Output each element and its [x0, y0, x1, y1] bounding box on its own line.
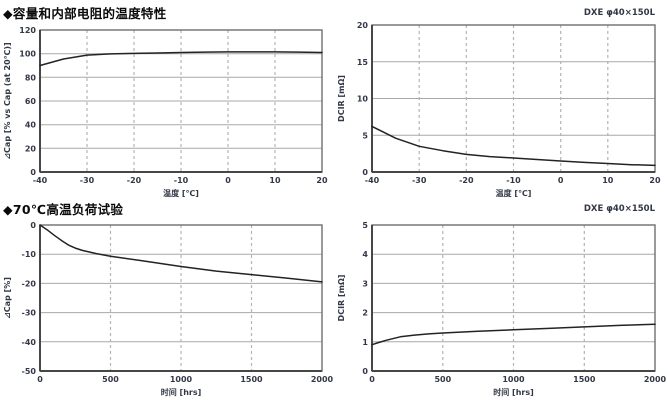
svg-text:5: 5 — [362, 131, 368, 140]
svg-text:20: 20 — [316, 176, 328, 185]
chart-dcir-vs-temperature-canvas: 0 5 10 15 20 -40 -30 -20 -10 0 10 20 温度 [℃] DCIR [mΩ] — [337, 21, 661, 198]
svg-text:0: 0 — [362, 367, 368, 376]
svg-text:时间 [hrs]: 时间 [hrs] — [493, 387, 534, 397]
svg-text:温度 [℃]: 温度 [℃] — [496, 188, 532, 198]
svg-text:DCIR [mΩ]: DCIR [mΩ] — [337, 75, 346, 122]
svg-text:15: 15 — [357, 58, 369, 67]
svg-text:40: 40 — [25, 121, 37, 130]
svg-text:20: 20 — [649, 176, 661, 185]
svg-text:20: 20 — [25, 144, 37, 153]
chart-dcir-vs-time-canvas: 0 1 2 3 4 5 0 500 1000 1500 2000 时间 [hrs] DCIR [mΩ] — [337, 221, 667, 397]
svg-text:DCIR [mΩ]: DCIR [mΩ] — [337, 275, 346, 322]
svg-text:0: 0 — [37, 375, 43, 384]
svg-text:1000: 1000 — [502, 375, 525, 384]
svg-text:500: 500 — [102, 375, 119, 384]
chart-cap-vs-temperature: 0 20 40 60 80 100 120 -40 -30 -20 -10 0 10 20 温度 [℃] ⊿C… — [0, 20, 334, 206]
svg-text:温度 [℃]: 温度 [℃] — [163, 188, 199, 198]
svg-text:60: 60 — [25, 97, 37, 106]
svg-text:20: 20 — [357, 21, 369, 30]
svg-text:10: 10 — [269, 176, 281, 185]
svg-text:1500: 1500 — [240, 375, 263, 384]
svg-text:-20: -20 — [127, 176, 142, 185]
svg-text:-40: -40 — [365, 176, 380, 185]
svg-text:500: 500 — [434, 375, 451, 384]
svg-text:4: 4 — [362, 250, 368, 259]
svg-text:1: 1 — [362, 338, 368, 347]
chart-cap-vs-time: 0 -10 -20 -30 -40 -50 0 500 1000 1500 2000 时间 [hrs]… — [0, 213, 334, 402]
svg-text:0: 0 — [225, 176, 231, 185]
svg-text:0: 0 — [369, 375, 375, 384]
section-title-high-temp-load-test: ◆70℃高温负荷试验 — [3, 202, 124, 217]
svg-text:5: 5 — [362, 221, 368, 230]
svg-text:-30: -30 — [80, 176, 95, 185]
svg-text:-10: -10 — [22, 250, 37, 259]
svg-text:-30: -30 — [22, 309, 37, 318]
svg-text:⊿Cap [% vs Cap (at 20℃)]: ⊿Cap [% vs Cap (at 20℃)] — [3, 42, 12, 159]
svg-text:0: 0 — [558, 176, 564, 185]
chart-dcir-vs-time: 0 1 2 3 4 5 0 500 1000 1500 2000 时间 [hrs] DCIR [mΩ] — [334, 213, 668, 402]
svg-text:2000: 2000 — [311, 375, 334, 384]
svg-text:1000: 1000 — [170, 375, 193, 384]
chart-cap-vs-temperature-canvas: 0 20 40 60 80 100 120 -40 -30 -20 -10 0 10 20 温度 [℃] ⊿C… — [3, 26, 328, 198]
svg-text:-40: -40 — [33, 176, 48, 185]
svg-text:10: 10 — [357, 95, 369, 104]
svg-text:时间 [hrs]: 时间 [hrs] — [161, 387, 202, 397]
chart-dcir-vs-temperature: 0 5 10 15 20 -40 -30 -20 -10 0 10 20 温度 [℃] DCIR [mΩ] — [334, 20, 668, 206]
svg-text:0: 0 — [30, 221, 36, 230]
svg-text:-10: -10 — [506, 176, 521, 185]
svg-text:-30: -30 — [412, 176, 427, 185]
svg-text:100: 100 — [19, 50, 36, 59]
svg-text:-10: -10 — [174, 176, 189, 185]
svg-text:-20: -20 — [22, 279, 37, 288]
model-label-dcir-temp: DXE φ40×150L — [583, 8, 655, 18]
svg-text:1500: 1500 — [573, 375, 596, 384]
svg-text:0: 0 — [30, 168, 36, 177]
svg-text:-40: -40 — [22, 338, 37, 347]
model-label-dcir-time: DXE φ40×150L — [583, 204, 655, 214]
svg-text:120: 120 — [19, 26, 36, 35]
svg-text:⊿Cap [%]: ⊿Cap [%] — [3, 277, 12, 319]
section-title-temperature-characteristics: ◆容量和内部电阻的温度特性 — [3, 6, 167, 21]
svg-text:10: 10 — [602, 176, 614, 185]
svg-text:2000: 2000 — [644, 375, 667, 384]
svg-text:0: 0 — [362, 168, 368, 177]
svg-text:2: 2 — [362, 309, 368, 318]
svg-text:-20: -20 — [459, 176, 474, 185]
svg-text:80: 80 — [25, 73, 37, 82]
svg-text:-50: -50 — [22, 367, 37, 376]
svg-text:3: 3 — [362, 279, 368, 288]
